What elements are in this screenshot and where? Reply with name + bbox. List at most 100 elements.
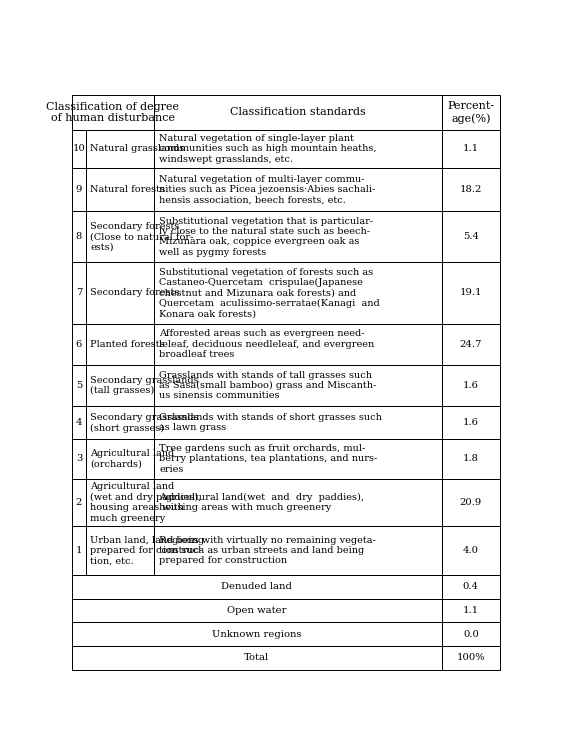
- Text: 1.1: 1.1: [463, 606, 479, 615]
- Bar: [442, 526, 500, 575]
- Bar: [72, 168, 87, 211]
- Text: Natural vegetation of single-layer plant
communities such as high mountain heath: Natural vegetation of single-layer plant…: [159, 134, 376, 163]
- Text: 1.6: 1.6: [463, 381, 479, 390]
- Text: 100%: 100%: [457, 653, 485, 662]
- Bar: [72, 439, 87, 479]
- Bar: [72, 211, 87, 262]
- Text: Agricultural land(wet  and  dry  paddies),
housing areas with much greenery: Agricultural land(wet and dry paddies), …: [159, 493, 364, 513]
- Text: 5.4: 5.4: [463, 232, 479, 241]
- Text: Secondary grasslands
(short grasses): Secondary grasslands (short grasses): [90, 413, 199, 432]
- Text: Secondary forests
(Close to natural for-
ests): Secondary forests (Close to natural for-…: [90, 222, 194, 252]
- Bar: [72, 406, 87, 439]
- Bar: [87, 479, 154, 526]
- Text: 4: 4: [76, 418, 82, 427]
- Bar: [154, 406, 442, 439]
- Bar: [154, 479, 442, 526]
- Text: 2: 2: [76, 498, 82, 507]
- Bar: [154, 168, 442, 211]
- Text: Total: Total: [244, 653, 269, 662]
- Text: Agricultural land
(wet and dry paddies),
housing areas with
much greenery: Agricultural land (wet and dry paddies),…: [90, 482, 202, 522]
- Text: Open water: Open water: [227, 606, 286, 615]
- Text: Secondary grasslands
(tall grasses): Secondary grasslands (tall grasses): [90, 376, 199, 395]
- Bar: [72, 622, 442, 646]
- Bar: [154, 324, 442, 364]
- Bar: [154, 364, 442, 406]
- Text: Natural forests: Natural forests: [90, 185, 165, 194]
- Bar: [442, 406, 500, 439]
- Text: Natural vegetation of multi-layer commu-
nities such as Picea jezoensis·Abies sa: Natural vegetation of multi-layer commu-…: [159, 175, 375, 204]
- Bar: [87, 526, 154, 575]
- Bar: [87, 324, 154, 364]
- Bar: [442, 646, 500, 670]
- Bar: [442, 168, 500, 211]
- Bar: [87, 262, 154, 324]
- Bar: [442, 324, 500, 364]
- Text: 1.8: 1.8: [463, 454, 479, 463]
- Text: Planted forests: Planted forests: [90, 340, 165, 349]
- Bar: [87, 364, 154, 406]
- Text: 8: 8: [76, 232, 82, 241]
- Bar: [442, 622, 500, 646]
- Text: Denuded land: Denuded land: [221, 582, 292, 591]
- Bar: [87, 129, 154, 168]
- Text: Classification standards: Classification standards: [230, 107, 366, 117]
- Text: 0.4: 0.4: [463, 582, 479, 591]
- Text: 19.1: 19.1: [460, 289, 482, 297]
- Bar: [154, 439, 442, 479]
- Bar: [442, 364, 500, 406]
- Text: 9: 9: [76, 185, 82, 194]
- Text: 20.9: 20.9: [460, 498, 482, 507]
- Bar: [154, 211, 442, 262]
- Bar: [72, 479, 87, 526]
- Text: Substitutional vegetation of forests such as
Castaneo-Quercetam  crispulae(Japan: Substitutional vegetation of forests suc…: [159, 268, 380, 318]
- Text: Unknown regions: Unknown regions: [212, 630, 301, 639]
- Bar: [442, 479, 500, 526]
- Text: Tree gardens such as fruit orchards, mul-
berry plantations, tea plantations, an: Tree gardens such as fruit orchards, mul…: [159, 444, 378, 474]
- Bar: [442, 439, 500, 479]
- Bar: [72, 262, 87, 324]
- Text: 3: 3: [76, 454, 82, 463]
- Bar: [72, 364, 87, 406]
- Bar: [154, 262, 442, 324]
- Text: Grasslands with stands of tall grasses such
as Sasa(small bamboo) grass and Misc: Grasslands with stands of tall grasses s…: [159, 370, 376, 401]
- Text: 24.7: 24.7: [460, 340, 482, 349]
- Bar: [72, 324, 87, 364]
- Bar: [87, 168, 154, 211]
- Bar: [72, 599, 442, 622]
- Bar: [442, 599, 500, 622]
- Text: 4.0: 4.0: [463, 546, 479, 555]
- Bar: [72, 526, 87, 575]
- Bar: [442, 129, 500, 168]
- Bar: [87, 211, 154, 262]
- Bar: [442, 211, 500, 262]
- Bar: [87, 439, 154, 479]
- Text: 7: 7: [76, 289, 82, 297]
- Text: Urban land, land being
prepared for construc-
tion, etc.: Urban land, land being prepared for cons…: [90, 536, 205, 565]
- Text: Regions with virtually no remaining vegeta-
tion such as urban streets and land : Regions with virtually no remaining vege…: [159, 536, 376, 565]
- Text: Classification of degree
of human disturbance: Classification of degree of human distur…: [46, 101, 179, 123]
- Text: 6: 6: [76, 340, 82, 349]
- Bar: [72, 129, 87, 168]
- Bar: [154, 129, 442, 168]
- Text: Secondary forests: Secondary forests: [90, 289, 179, 297]
- Text: Natural grasslands: Natural grasslands: [90, 144, 185, 153]
- Text: 1.6: 1.6: [463, 418, 479, 427]
- Bar: [87, 406, 154, 439]
- Bar: [72, 575, 442, 599]
- Text: 0.0: 0.0: [463, 630, 479, 639]
- Bar: [442, 262, 500, 324]
- Bar: [154, 526, 442, 575]
- Text: 18.2: 18.2: [460, 185, 482, 194]
- Bar: [154, 95, 442, 129]
- Text: 5: 5: [76, 381, 82, 390]
- Text: 1.1: 1.1: [463, 144, 479, 153]
- Bar: [442, 95, 500, 129]
- Text: 10: 10: [73, 144, 85, 153]
- Text: Substitutional vegetation that is particular-
ly close to the natural state such: Substitutional vegetation that is partic…: [159, 216, 374, 257]
- Text: Percent-
age(%): Percent- age(%): [448, 101, 494, 123]
- Text: Afforested areas such as evergreen need-
leleaf, deciduous needleleaf, and everg: Afforested areas such as evergreen need-…: [159, 330, 374, 359]
- Bar: [72, 95, 154, 129]
- Bar: [442, 575, 500, 599]
- Bar: [72, 646, 442, 670]
- Text: 1: 1: [76, 546, 82, 555]
